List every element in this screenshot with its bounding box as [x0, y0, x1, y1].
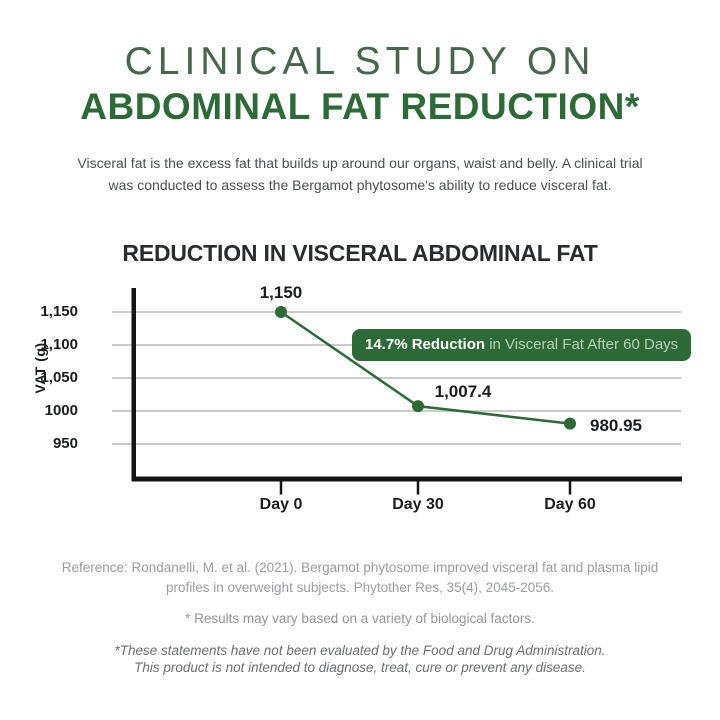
series-group — [275, 306, 576, 430]
y-tick-label: 1,100 — [40, 336, 78, 353]
y-axis-title: VAT (g) — [32, 342, 48, 394]
x-axis-label: Day 30 — [392, 496, 444, 513]
badge-highlight-text: 14.7% Reduction — [365, 336, 486, 353]
y-tick-label: 950 — [52, 435, 78, 452]
y-axis-line — [131, 288, 136, 482]
x-axis-label: Day 0 — [259, 496, 303, 513]
page-title: CLINICAL STUDY ON — [124, 40, 596, 83]
results-disclaimer: * Results may vary based on a variety of… — [185, 611, 535, 626]
chart-title: REDUCTION IN VISCERAL ABDOMINAL FAT — [122, 240, 598, 266]
reduction-badge: 14.7% Reduction in Visceral Fat After 60… — [352, 329, 692, 361]
intro-line-1: Visceral fat is the excess fat that buil… — [77, 155, 643, 171]
x-axis-label: Day 60 — [544, 496, 596, 513]
reference-line-1: Reference: Rondanelli, M. et al. (2021).… — [61, 560, 659, 575]
reference-line-2: profiles in overweight subjects. Phytoth… — [166, 580, 554, 595]
page-subtitle: ABDOMINAL FAT REDUCTION* — [80, 86, 640, 127]
x-tick — [279, 481, 283, 495]
x-tick — [568, 481, 572, 495]
intro-line-2: was conducted to assess the Bergamot phy… — [108, 177, 612, 193]
fda-line-1: *These statements have not been evaluate… — [114, 643, 606, 658]
x-tick — [416, 481, 420, 495]
y-tick-label: 1,050 — [40, 369, 78, 386]
fda-line-2: This product is not intended to diagnose… — [134, 659, 586, 675]
y-tick-label: 1,150 — [40, 303, 78, 320]
data-point — [275, 306, 287, 318]
badge-rest-text: in Visceral Fat After 60 Days — [485, 336, 679, 353]
data-value-label: 1,150 — [259, 283, 303, 302]
y-tick-label: 1000 — [44, 402, 78, 419]
reference-citation: Reference: Rondanelli, M. et al. (2021).… — [0, 558, 720, 598]
data-value-label: 1,007.4 — [434, 382, 492, 402]
intro-paragraph: Visceral fat is the excess fat that buil… — [0, 152, 720, 196]
data-value-label: 980.95 — [590, 415, 642, 435]
fda-disclaimer: *These statements have not been evaluate… — [0, 643, 720, 676]
x-axis-line — [131, 476, 682, 482]
